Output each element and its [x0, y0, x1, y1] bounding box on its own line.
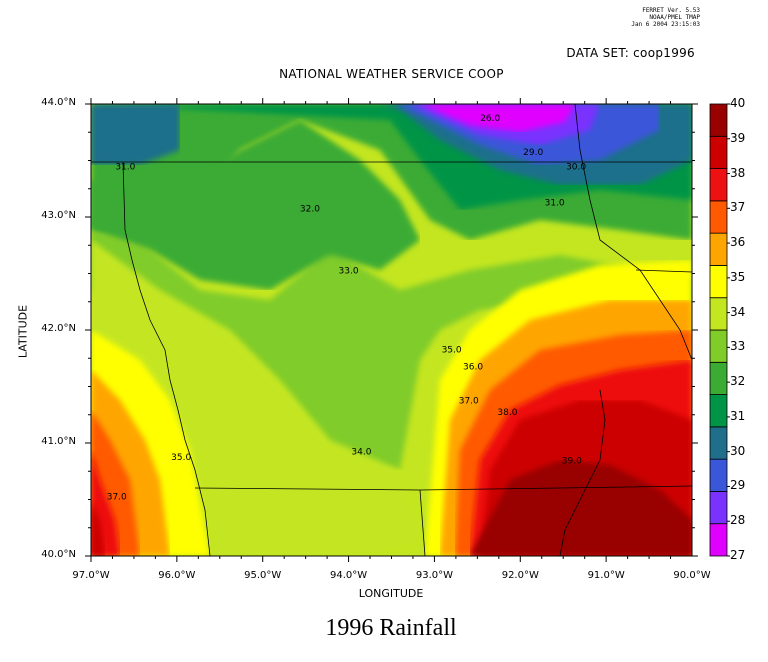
x-tick-label: 90.0°W [673, 570, 711, 581]
border-line [635, 269, 692, 273]
y-tick-label: 41.0°N [41, 436, 76, 447]
contour-band-40 [470, 460, 692, 556]
x-tick-label: 92.0°W [501, 570, 539, 581]
border-line [574, 104, 692, 361]
contour-labels: 26.029.030.031.031.032.033.035.036.037.0… [107, 114, 587, 503]
contour-label: 36.0 [463, 363, 483, 373]
dataset-label: DATA SET: coop1996 [566, 46, 695, 60]
border-line [194, 485, 692, 491]
contour-label: 37.0 [107, 493, 127, 503]
colorbar-swatch [709, 394, 728, 428]
contour-band-27 [420, 104, 575, 132]
colorbar-tick-label: 33 [730, 339, 746, 354]
contour-label: 29.0 [523, 148, 543, 158]
y-tick-label: 43.0°N [41, 210, 76, 221]
contour-band-32 [91, 120, 420, 290]
colorbar-tick-label: 28 [730, 513, 746, 528]
colorbar-tick-label: 30 [730, 443, 746, 458]
colorbar-tick-label: 31 [730, 408, 746, 423]
contour-label: 26.0 [480, 114, 500, 124]
figure-caption: 1996 Rainfall [325, 615, 457, 641]
x-tick-label: 93.0°W [415, 570, 453, 581]
contour-band-30 [91, 104, 180, 165]
colorbar-tick-label: 37 [730, 200, 746, 215]
colorbar-swatch [709, 329, 728, 363]
contour-label: 34.0 [351, 447, 371, 457]
colorbar-swatch [709, 458, 728, 492]
y-tick-label: 40.0°N [41, 549, 76, 560]
x-axis-label: LONGITUDE [358, 587, 424, 600]
colorbar-tick-label: 27 [730, 548, 746, 562]
contour-label: 33.0 [339, 267, 359, 277]
colorbar-swatch [709, 232, 728, 266]
colorbar-swatch [709, 200, 728, 234]
border-line [419, 489, 426, 556]
ferret-stamp-line2: NOAA/PMEL TMAP [649, 14, 700, 21]
contour-label: 38.0 [497, 408, 517, 418]
colorbar-swatch [709, 491, 728, 525]
x-tick-label: 91.0°W [587, 570, 625, 581]
contour-label: 39.0 [562, 456, 582, 466]
contour-label: 35.0 [442, 346, 462, 356]
contour-label: 35.0 [171, 453, 191, 463]
contour-band-39 [91, 500, 105, 556]
border-line [559, 389, 606, 556]
x-tick-label: 95.0°W [244, 570, 282, 581]
contour-label: 31.0 [115, 163, 135, 173]
axis-ticks [85, 98, 698, 562]
ferret-version-stamp: FERRET Ver. 5.53 NOAA/PMEL TMAP Jan 6 20… [600, 7, 700, 28]
y-tick-label: 44.0°N [41, 97, 76, 108]
colorbar-tick-label: 36 [730, 235, 746, 250]
border-line [122, 161, 211, 556]
x-tick-label: 94.0°W [329, 570, 368, 581]
x-tick-label: 97.0°W [72, 570, 110, 581]
colorbar-tick-label: 35 [730, 269, 746, 284]
contour-label: 30.0 [566, 163, 586, 173]
colorbar-swatch [709, 168, 728, 202]
colorbar-swatch [709, 103, 728, 137]
colorbar-swatch [709, 297, 728, 331]
colorbar-tick-label: 40 [730, 96, 746, 110]
plot-title: NATIONAL WEATHER SERVICE COOP [279, 67, 504, 81]
x-tick-label: 96.0°W [158, 570, 196, 581]
contour-label: 31.0 [545, 199, 565, 209]
rainfall-field [91, 104, 692, 556]
colorbar-tick-label: 32 [730, 374, 746, 389]
colorbar-swatch [709, 265, 728, 299]
state-borders [91, 104, 692, 556]
colorbar-tick-label: 29 [730, 478, 746, 493]
colorbar-tick-label: 38 [730, 165, 746, 180]
colorbar-swatch [709, 426, 728, 460]
colorbar-swatch [709, 135, 728, 169]
contour-label: 37.0 [459, 396, 479, 406]
y-tick-label: 42.0°N [41, 323, 76, 334]
colorbar-tick-label: 34 [730, 304, 746, 319]
colorbar [709, 103, 730, 557]
colorbar-tick-label: 39 [730, 130, 746, 145]
ferret-stamp-line3: Jan 6 2004 23:15:03 [631, 21, 700, 28]
y-axis-label: LATITUDE [16, 304, 30, 359]
colorbar-swatch [709, 361, 728, 395]
contour-label: 32.0 [300, 204, 320, 214]
ferret-stamp-line1: FERRET Ver. 5.53 [642, 7, 700, 14]
colorbar-swatch [709, 523, 728, 557]
